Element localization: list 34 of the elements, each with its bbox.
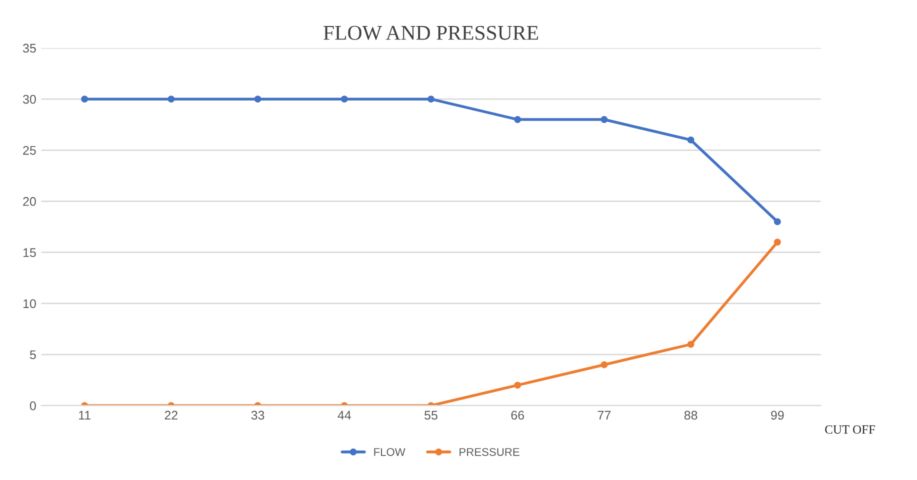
x-tick-label: 99: [771, 410, 784, 420]
point: [428, 96, 434, 103]
point: [600, 361, 608, 368]
point: [514, 116, 522, 123]
point: [687, 136, 694, 144]
y-tick-label: 35: [22, 44, 36, 53]
x-tick-label: 22: [164, 410, 178, 420]
y-tick-label: 30: [22, 94, 36, 104]
legend-label: FLOW: [374, 448, 406, 456]
chart-title: FLOW AND PRESSURE: [324, 26, 538, 40]
x-tick-label: 11: [79, 410, 90, 420]
point: [340, 96, 348, 103]
point: [168, 96, 175, 103]
y-tick-label: 5: [30, 350, 36, 360]
point: [81, 96, 88, 103]
point: [600, 116, 608, 123]
point: [254, 96, 262, 103]
x-tick-label: 77: [598, 410, 611, 420]
x-tick-label: 33: [251, 410, 264, 420]
point: [774, 238, 781, 246]
legend-label: PRESSURE: [460, 448, 520, 456]
y-tick-label: 20: [23, 197, 36, 206]
x-tick-label: 55: [424, 410, 438, 420]
x-tick-label: 66: [511, 410, 524, 420]
point: [687, 340, 694, 348]
y-tick-label: 10: [23, 299, 36, 308]
x-tick-label: 44: [338, 410, 351, 420]
x-tick-label: 88: [684, 410, 698, 420]
x-axis-title: CUT OFF: [825, 425, 875, 434]
point: [774, 218, 781, 226]
y-tick-label: 0: [30, 401, 36, 410]
y-tick-label: 15: [23, 248, 36, 257]
point: [514, 382, 522, 389]
y-tick-label: 25: [23, 146, 36, 155]
